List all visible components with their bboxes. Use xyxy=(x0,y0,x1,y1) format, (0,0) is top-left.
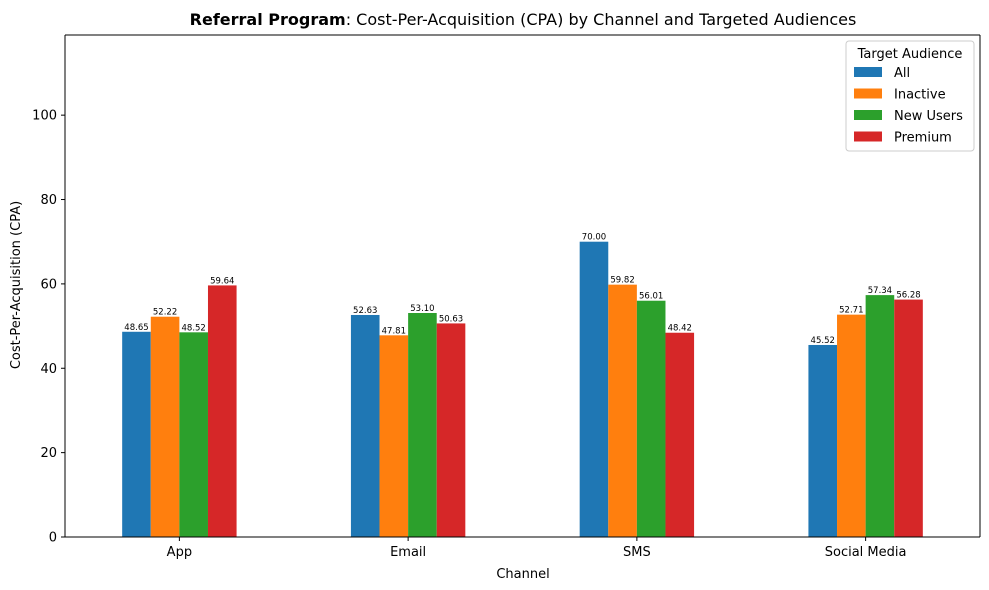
bar xyxy=(350,314,380,537)
legend-swatch xyxy=(854,88,882,99)
data-label: 47.81 xyxy=(382,326,406,336)
bar xyxy=(837,314,866,537)
data-label: 52.63 xyxy=(353,306,377,316)
y-tick-label: 40 xyxy=(40,362,57,377)
bar xyxy=(608,284,637,537)
x-tick-label: Social Media xyxy=(825,545,907,560)
data-label: 52.22 xyxy=(153,308,177,318)
legend-label: Premium xyxy=(894,131,952,146)
y-tick-label: 20 xyxy=(40,446,57,461)
chart-title: Referral Program: Cost-Per-Acquisition (… xyxy=(190,10,857,29)
x-tick-label: SMS xyxy=(623,545,651,560)
x-tick-label: Email xyxy=(390,545,426,560)
legend-label: All xyxy=(894,66,910,81)
bar xyxy=(179,332,208,537)
data-label: 48.52 xyxy=(182,323,206,333)
x-axis-label: Channel xyxy=(496,567,549,582)
legend-label: New Users xyxy=(894,109,963,124)
data-label: 45.52 xyxy=(811,336,835,346)
data-label: 50.63 xyxy=(439,314,463,324)
bar xyxy=(579,241,609,538)
data-label: 52.71 xyxy=(839,306,863,316)
bar xyxy=(150,316,180,537)
data-label: 48.42 xyxy=(668,324,692,334)
data-label: 56.01 xyxy=(639,292,663,302)
y-tick-label: 100 xyxy=(32,109,57,124)
bar xyxy=(122,331,151,537)
bar xyxy=(207,285,237,537)
bar xyxy=(808,344,838,537)
legend-swatch xyxy=(854,131,882,142)
data-label: 59.64 xyxy=(210,276,234,286)
y-tick-label: 0 xyxy=(49,531,57,546)
legend-label: Inactive xyxy=(894,88,946,103)
legend: Target Audience All Inactive New Users Premi… xyxy=(845,40,975,152)
y-tick-label: 60 xyxy=(40,277,57,292)
chart-title-rest: : Cost-Per-Acquisition (CPA) by Channel … xyxy=(346,10,857,29)
x-tick-label: App xyxy=(167,545,192,560)
bar xyxy=(408,312,437,537)
data-label: 56.28 xyxy=(896,291,920,301)
chart-title-bold: Referral Program xyxy=(190,10,346,29)
bar xyxy=(894,299,923,537)
bar xyxy=(865,295,895,537)
legend-title: Target Audience xyxy=(857,47,963,62)
legend-swatch xyxy=(854,67,882,77)
bar xyxy=(636,300,666,537)
bar xyxy=(665,332,695,537)
y-tick-label: 80 xyxy=(40,193,57,208)
bar xyxy=(436,323,466,537)
y-axis-label: Cost-Per-Acquisition (CPA) xyxy=(9,201,24,369)
plot-area: 48.65 52.63 70.00 45.52 52.22 47.81 59.82 52.71… xyxy=(32,34,981,560)
legend-swatch xyxy=(854,110,882,120)
data-label: 70.00 xyxy=(582,233,606,243)
bar xyxy=(379,335,409,537)
data-label: 57.34 xyxy=(868,286,892,296)
data-label: 48.65 xyxy=(124,323,148,333)
data-label: 53.10 xyxy=(410,304,434,314)
data-label: 59.82 xyxy=(610,276,634,286)
